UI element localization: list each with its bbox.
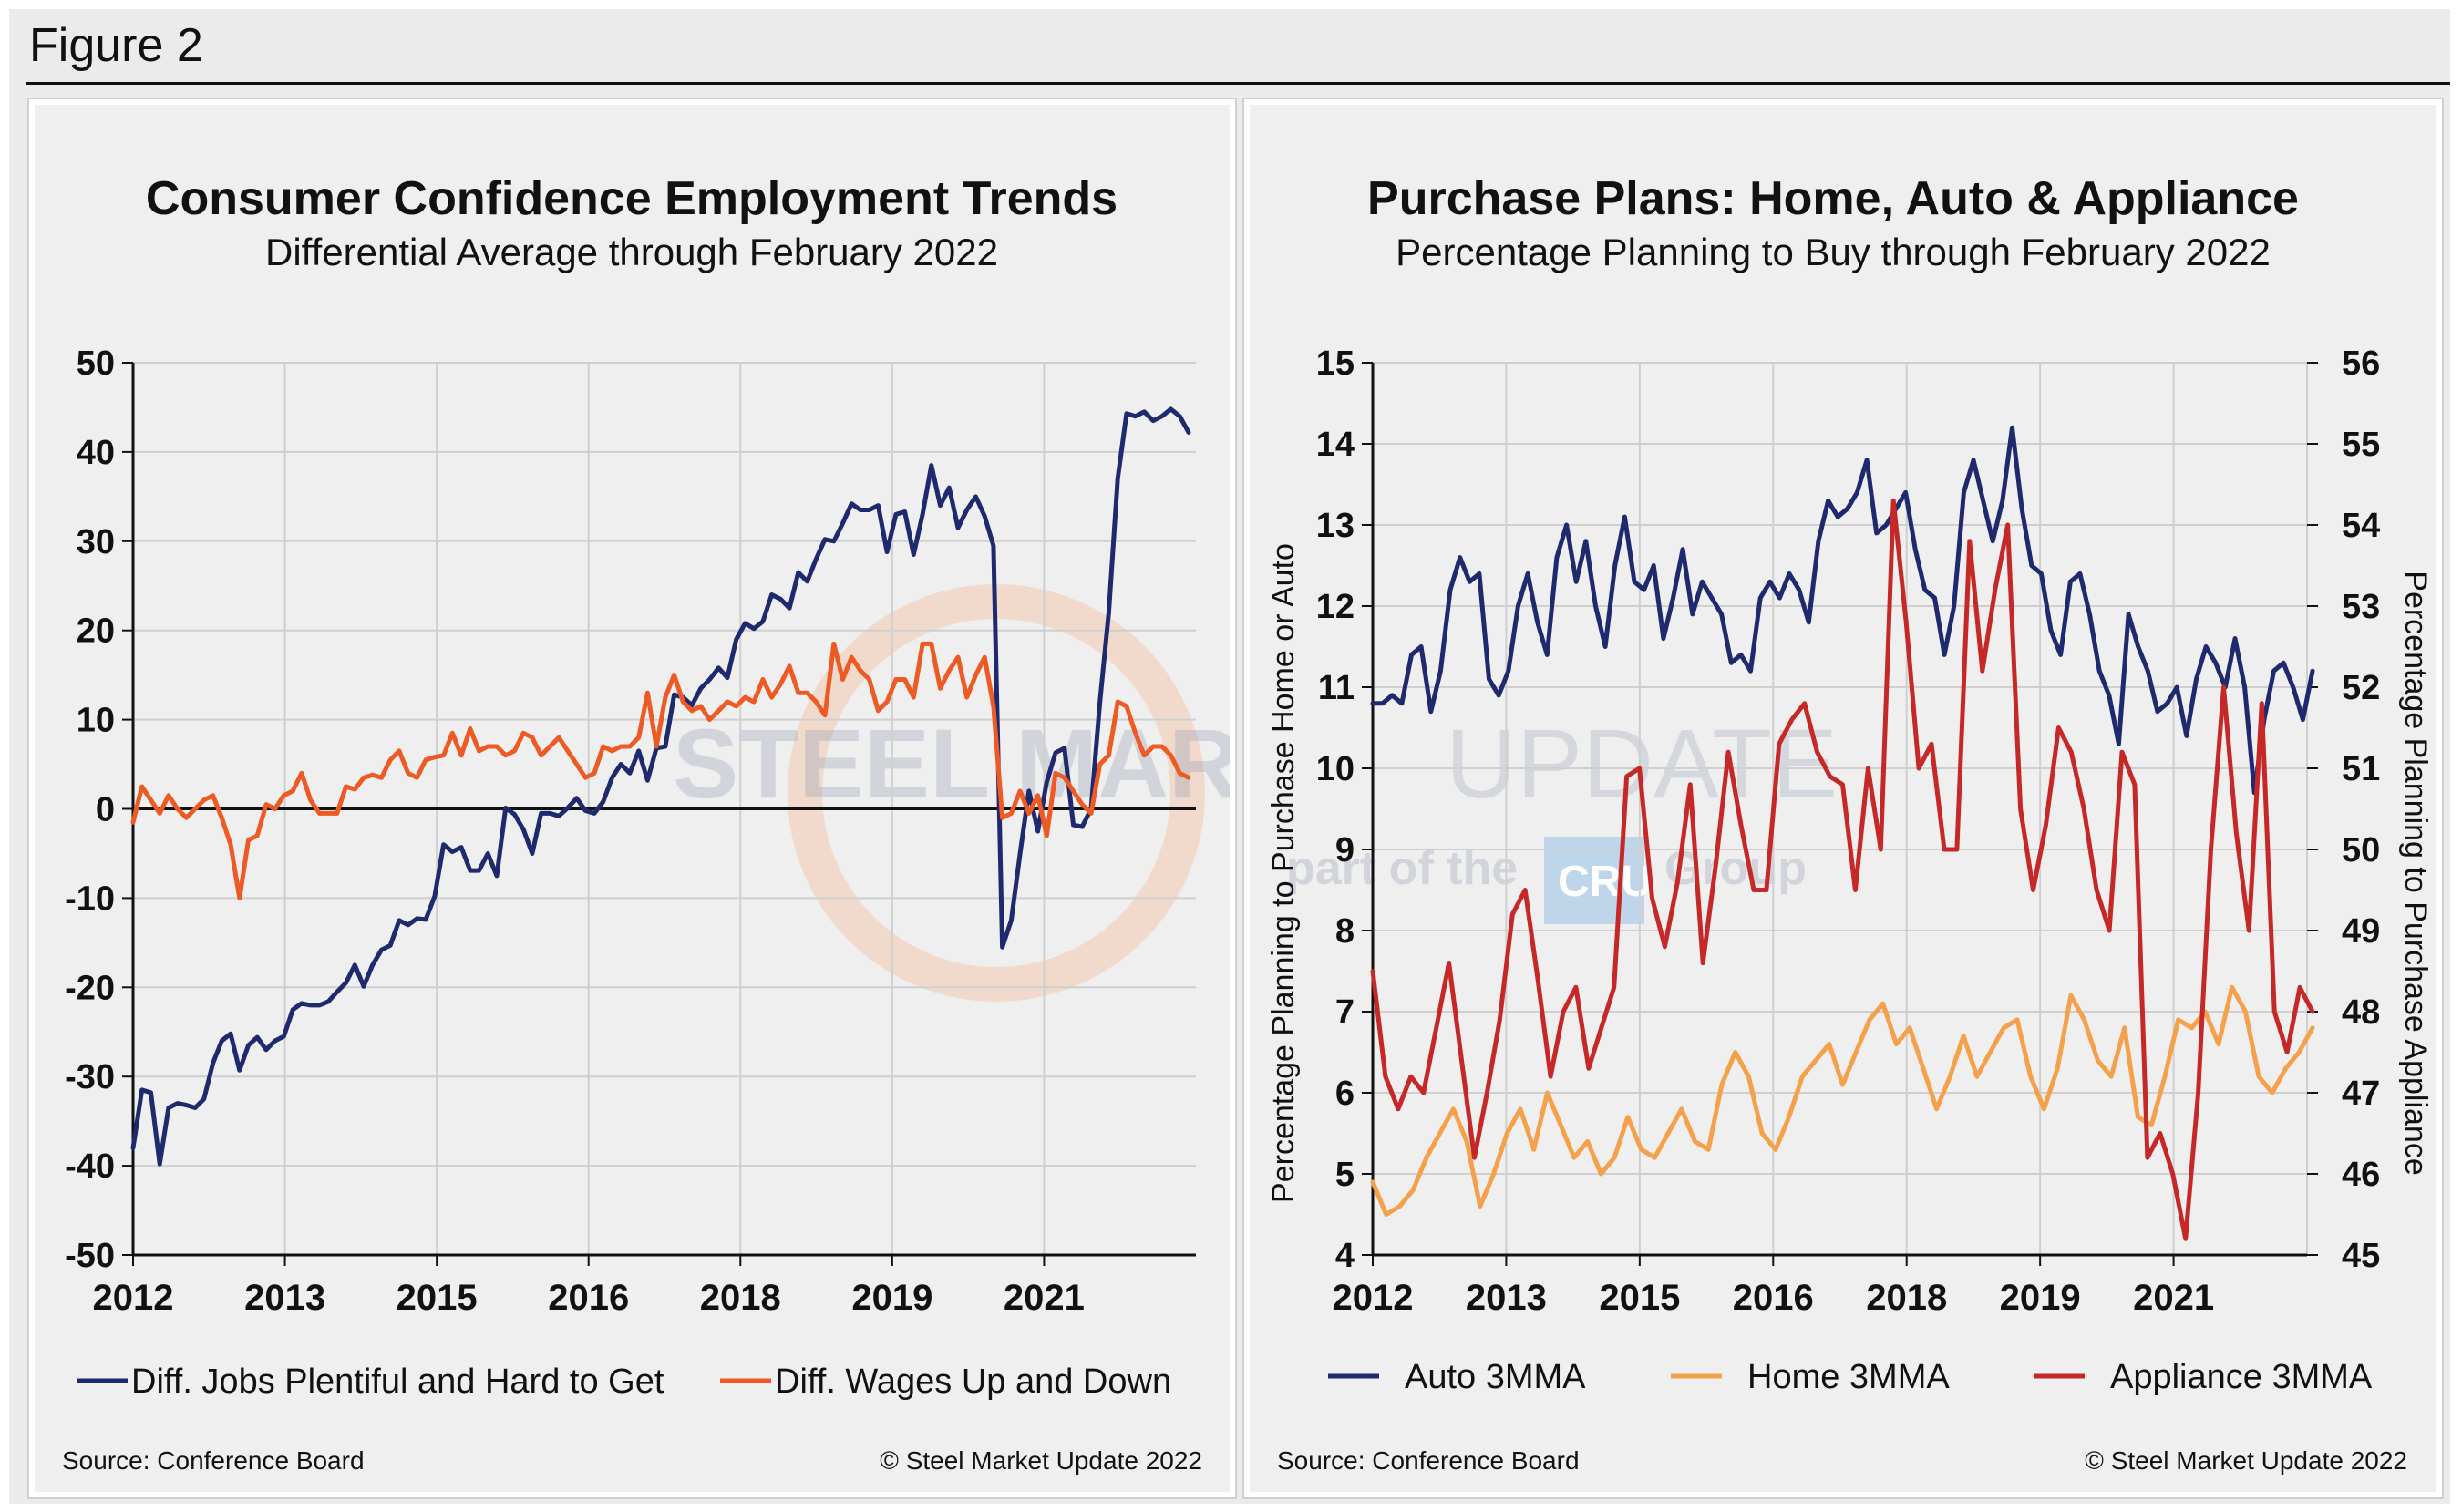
y-tick-label: 50 [77, 345, 115, 383]
y-axis-label: Percentage Planning to Purchase Home or … [1266, 543, 1301, 1203]
y-tick-label: -30 [65, 1058, 115, 1096]
y-tick-label: 12 [1316, 588, 1355, 626]
source-note: Source: Conference Board [62, 1446, 365, 1475]
y-tick-label: 15 [1316, 345, 1355, 383]
x-tick-label: 2018 [700, 1278, 781, 1318]
legend-label-appliance: Appliance 3MMA [2110, 1358, 2373, 1396]
watermark: STEEL MARKET [673, 584, 1230, 1002]
source-note: Source: Conference Board [1277, 1446, 1580, 1475]
y-tick-label: 9 [1335, 831, 1355, 869]
y-tick-label: 8 [1335, 912, 1355, 951]
x-tick-label: 2021 [2133, 1278, 2214, 1318]
y-tick-label: -50 [65, 1237, 115, 1275]
y2-tick-label: 45 [2342, 1237, 2380, 1275]
employment-chart-panel: STEEL MARKET Consumer Confidence Employm… [27, 98, 1237, 1499]
x-tick-label: 2015 [397, 1278, 478, 1318]
series-line-1 [130, 406, 1191, 1167]
y-tick-label: 10 [1316, 750, 1355, 788]
legend-label-jobs: Diff. Jobs Plentiful and Hard to Get [131, 1363, 664, 1401]
y2-tick-label: 54 [2342, 507, 2380, 545]
chart-title: Consumer Confidence Employment Trends [146, 172, 1118, 225]
x-tick-label: 2016 [1733, 1278, 1814, 1318]
y2-tick-label: 51 [2342, 750, 2380, 788]
gridlines [131, 362, 1196, 1257]
y2-tick-label: 47 [2342, 1075, 2380, 1113]
purchase-plans-chart-svg: UPDATE part of the CRU Group Purchase Pl… [1266, 172, 2433, 1475]
y2-tick-label: 53 [2342, 588, 2380, 626]
y2-tick-label: 55 [2342, 426, 2380, 464]
y2-tick-label: 46 [2342, 1156, 2380, 1194]
chart-subtitle: Percentage Planning to Buy through Febru… [1396, 231, 2271, 273]
chart-title: Purchase Plans: Home, Auto & Appliance [1367, 172, 2299, 225]
y2-axis-ticks: 56 55 54 53 52 51 50 49 48 47 46 45 [2307, 345, 2380, 1275]
watermark-tagline-pre: part of the [1286, 842, 1518, 895]
y2-tick-label: 48 [2342, 993, 2380, 1032]
series-line-2 [130, 641, 1191, 900]
y-tick-label: -10 [65, 879, 115, 918]
series-lines [1370, 425, 2315, 1241]
x-tick-label: 2016 [548, 1278, 629, 1318]
legend-label-auto: Auto 3MMA [1405, 1358, 1586, 1396]
y-tick-label: 0 [96, 791, 115, 829]
x-axis-ticks: 2012 2013 2015 2016 2018 2019 2021 [1333, 1255, 2214, 1318]
x-tick-label: 2018 [1866, 1278, 1947, 1318]
y2-tick-label: 56 [2342, 345, 2380, 383]
y-tick-label: 5 [1335, 1156, 1355, 1194]
watermark-tagline-post: Group [1664, 842, 1807, 895]
y-tick-label: 20 [77, 612, 115, 651]
watermark-cru: CRU [1558, 858, 1653, 906]
y-tick-label: 14 [1316, 426, 1355, 464]
legend: Diff. Jobs Plentiful and Hard to Get Dif… [77, 1363, 1171, 1401]
x-tick-label: 2012 [93, 1278, 174, 1318]
x-tick-label: 2012 [1333, 1278, 1414, 1318]
y-tick-label: 7 [1335, 993, 1355, 1032]
y-tick-label: 13 [1316, 507, 1355, 545]
x-tick-label: 2019 [2000, 1278, 2081, 1318]
y-axis-ticks: 50 40 30 20 10 0 -10 -20 -30 -40 -50 [65, 345, 133, 1275]
y2-tick-label: 50 [2342, 831, 2380, 869]
y-tick-label: 6 [1335, 1075, 1355, 1113]
watermark-cru-box [1544, 837, 1644, 924]
x-tick-label: 2013 [1466, 1278, 1547, 1318]
y-tick-label: 40 [77, 434, 115, 472]
x-tick-label: 2021 [1004, 1278, 1085, 1318]
y-tick-label: 30 [77, 523, 115, 561]
figure-rule [26, 82, 2450, 85]
series-line-1 [1370, 425, 2315, 796]
x-tick-label: 2019 [851, 1278, 932, 1318]
y-tick-label: 10 [77, 702, 115, 740]
x-axis-ticks: 2012 2013 2015 2016 2018 2019 2021 [93, 1255, 1085, 1318]
legend-label-wages: Diff. Wages Up and Down [775, 1363, 1171, 1401]
y-tick-label: -40 [65, 1147, 115, 1186]
figure-label: Figure 2 [29, 19, 203, 72]
employment-chart-svg: STEEL MARKET Consumer Confidence Employm… [62, 172, 1230, 1475]
copyright-note: © Steel Market Update 2022 [2085, 1446, 2407, 1475]
legend-label-home: Home 3MMA [1747, 1358, 1950, 1396]
purchase-plans-chart-panel: UPDATE part of the CRU Group Purchase Pl… [1242, 98, 2444, 1499]
y-tick-label: 11 [1318, 669, 1355, 707]
y-tick-label: -20 [65, 969, 115, 1007]
series-line-2 [1370, 984, 2315, 1217]
x-tick-label: 2015 [1599, 1278, 1680, 1318]
watermark-brand: STEEL MARKET [673, 708, 1230, 818]
chart-subtitle: Differential Average through February 20… [265, 231, 998, 273]
x-tick-label: 2013 [244, 1278, 325, 1318]
y-tick-label: 4 [1335, 1237, 1355, 1275]
y2-axis-label: Percentage Planning to Purchase Applianc… [2398, 571, 2433, 1175]
y2-tick-label: 49 [2342, 912, 2380, 951]
y2-tick-label: 52 [2342, 669, 2380, 707]
series-lines [130, 406, 1191, 1167]
series-line-3 [1370, 498, 2315, 1241]
legend: Auto 3MMA Home 3MMA Appliance 3MMA [1328, 1358, 2373, 1396]
copyright-note: © Steel Market Update 2022 [880, 1446, 1202, 1475]
y-axis-ticks: 15 14 13 12 11 10 9 8 7 6 5 4 [1316, 345, 1373, 1275]
